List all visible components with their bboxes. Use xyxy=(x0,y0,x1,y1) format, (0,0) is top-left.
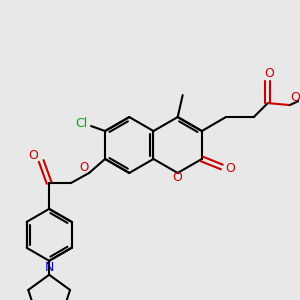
Text: Cl: Cl xyxy=(75,116,87,130)
Text: O: O xyxy=(225,163,235,176)
Text: O: O xyxy=(28,149,38,163)
Text: O: O xyxy=(80,161,89,175)
Text: O: O xyxy=(173,172,183,184)
Text: O: O xyxy=(264,67,274,80)
Text: N: N xyxy=(44,261,54,274)
Text: O: O xyxy=(290,91,300,103)
